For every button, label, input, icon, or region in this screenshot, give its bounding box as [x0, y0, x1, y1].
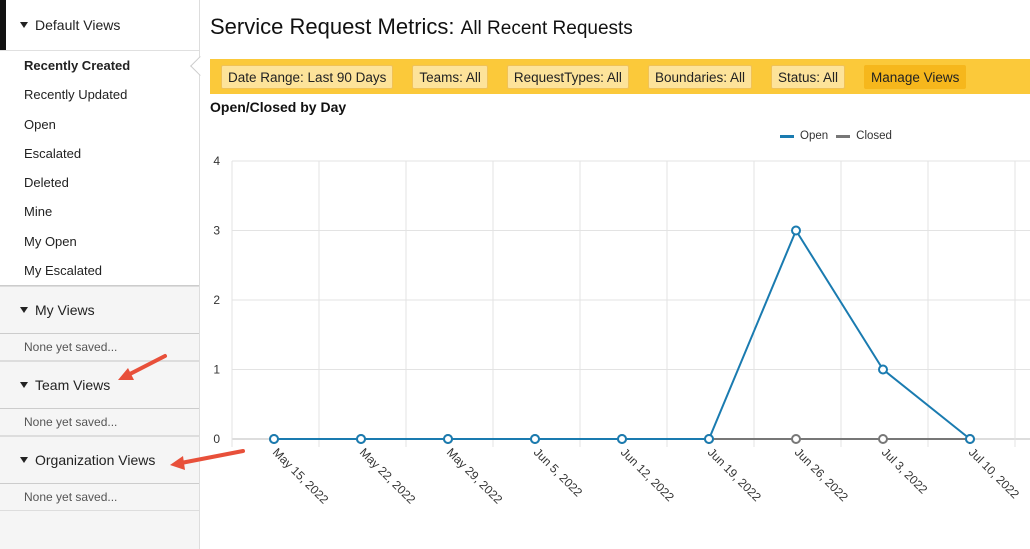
annotation-arrow-icon [118, 354, 167, 380]
default-views-header[interactable]: Default Views [0, 0, 199, 50]
org-views-empty: None yet saved... [0, 483, 199, 512]
x-tick-label: May 22, 2022 [357, 445, 419, 507]
data-point-closed [791, 434, 801, 444]
caret-down-icon [20, 307, 28, 314]
page-title-main: Service Request Metrics: [210, 14, 455, 39]
team-views-header[interactable]: Team Views [0, 361, 199, 409]
legend-swatch-open [780, 134, 794, 138]
my-views-header[interactable]: My Views [0, 286, 199, 334]
legend-swatch-closed [836, 134, 851, 138]
y-tick-label: 2 [213, 293, 220, 307]
caret-down-icon [20, 382, 28, 389]
default-views-title: Default Views [35, 17, 121, 33]
org-views-header[interactable]: Organization Views [0, 436, 199, 484]
data-point-open [965, 434, 975, 444]
default-views-list: Recently Created Recently Updated Open E… [0, 50, 210, 287]
data-point-open [878, 364, 888, 375]
legend-label-closed: Closed [856, 130, 892, 142]
legend-item-closed[interactable]: Closed [836, 130, 892, 142]
x-tick-label: Jun 26, 2022 [792, 445, 851, 504]
manage-views-button[interactable]: Manage Views [864, 64, 967, 89]
x-tick-label: Jun 19, 2022 [705, 445, 764, 504]
caret-down-icon [20, 22, 28, 28]
org-views-title: Organization Views [35, 452, 156, 469]
filter-boundaries[interactable]: Boundaries: All [647, 64, 752, 89]
filter-request-types[interactable]: RequestTypes: All [506, 64, 629, 89]
sidebar: Default Views Recently Created Recently … [0, 0, 210, 549]
my-views-title: My Views [35, 302, 95, 319]
x-tick-label: Jun 12, 2022 [618, 445, 677, 504]
series-line-open [274, 228, 971, 440]
view-mine[interactable]: Mine [24, 204, 53, 220]
filter-teams[interactable]: Teams: All [412, 64, 488, 89]
legend-item-open[interactable]: Open [780, 130, 828, 142]
view-open[interactable]: Open [24, 116, 56, 132]
line-chart: 0 1 2 3 4 May 15, 2022 May 22, 2022 May 29, 202… [213, 154, 1030, 507]
x-tick-label: May 15, 2022 [270, 445, 332, 507]
chart-legend: Open Closed [780, 130, 900, 142]
y-tick-label: 1 [213, 363, 220, 377]
data-point-closed [878, 434, 888, 444]
y-tick-label: 4 [213, 154, 220, 168]
filter-status[interactable]: Status: All [771, 64, 846, 89]
view-recently-created[interactable]: Recently Created [24, 58, 131, 73]
team-views-empty: None yet saved... [0, 408, 199, 437]
x-tick-label: Jul 10, 2022 [966, 445, 1022, 501]
view-recently-updated[interactable]: Recently Updated [24, 87, 128, 103]
filter-bar: Date Range: Last 90 Days Teams: All Requ… [210, 59, 1030, 94]
x-tick-label: May 29, 2022 [444, 445, 506, 507]
data-point-open [356, 434, 366, 444]
data-point-open [704, 434, 714, 444]
annotation-arrow-icon [170, 449, 245, 470]
view-my-open[interactable]: My Open [24, 233, 77, 249]
page-title-sub: All Recent Requests [460, 18, 633, 39]
page-title: Service Request Metrics: All Recent Requ… [210, 14, 633, 40]
view-escalated[interactable]: Escalated [24, 145, 82, 161]
chart-title: Open/Closed by Day [210, 99, 347, 115]
data-point-open [791, 225, 801, 236]
filter-date-range[interactable]: Date Range: Last 90 Days [221, 64, 394, 89]
x-tick-label: Jun 5, 2022 [531, 445, 585, 499]
x-tick-label: Jul 3, 2022 [879, 445, 931, 497]
view-deleted[interactable]: Deleted [24, 175, 69, 191]
y-tick-label: 3 [213, 224, 220, 238]
data-point-open [269, 434, 279, 444]
data-point-open [443, 434, 453, 444]
team-views-title: Team Views [35, 377, 111, 394]
legend-label-open: Open [800, 130, 829, 142]
data-point-open [530, 434, 540, 444]
main-content: Service Request Metrics: All Recent Requ… [200, 0, 1030, 549]
view-my-escalated[interactable]: My Escalated [24, 263, 103, 279]
data-point-open [617, 434, 627, 444]
caret-down-icon [20, 457, 28, 464]
y-tick-label: 0 [213, 432, 220, 446]
